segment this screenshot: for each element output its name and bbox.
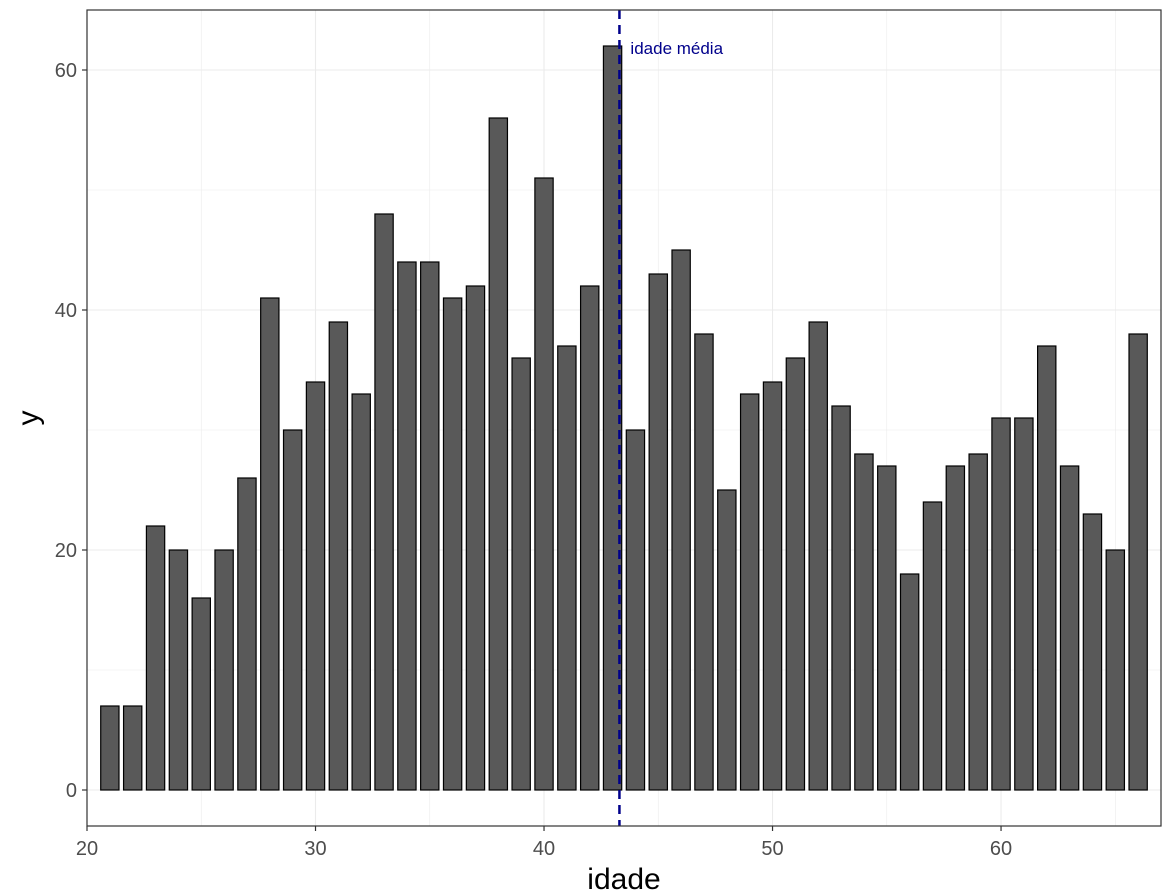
bar (168, 549, 189, 791)
bar (877, 465, 897, 791)
x-tick-label: 50 (761, 838, 783, 860)
bar (237, 477, 257, 791)
bar (785, 357, 806, 791)
bar (808, 321, 828, 791)
bar (1059, 465, 1080, 791)
bar (374, 213, 394, 791)
axes: 20 30 40 50 60 0 20 40 60 (55, 60, 1012, 860)
bar (282, 429, 303, 791)
bar (328, 321, 349, 791)
bar (602, 45, 623, 791)
bar (351, 393, 371, 791)
bar (831, 405, 851, 791)
bar (488, 117, 509, 791)
bar (465, 285, 486, 791)
y-axis-title: y (12, 411, 45, 426)
bar (991, 417, 1011, 791)
x-tick-label: 30 (304, 838, 326, 860)
reference-line-group: idade média (618, 10, 724, 826)
y-tick-label: 60 (55, 60, 77, 82)
mean-age-label: idade média (630, 39, 723, 58)
bar (1037, 345, 1057, 791)
bar (739, 393, 760, 791)
bar (1128, 333, 1148, 791)
bar (420, 261, 440, 791)
bar (511, 357, 531, 791)
bar (1014, 417, 1034, 791)
bar (671, 249, 691, 791)
bar (648, 273, 669, 791)
x-tick-label: 40 (533, 838, 555, 860)
bar (854, 453, 874, 791)
bar (579, 285, 600, 791)
bar (968, 453, 988, 791)
bar (397, 261, 417, 791)
y-tick-label: 0 (66, 780, 77, 802)
y-tick-label: 20 (55, 540, 77, 562)
bar (717, 489, 737, 791)
bar (557, 345, 577, 791)
bar (1105, 549, 1126, 791)
x-axis-title: idade (587, 863, 660, 896)
bar (260, 297, 280, 791)
bar (694, 333, 714, 791)
bar (100, 705, 120, 791)
bar (442, 297, 463, 791)
bar (922, 501, 943, 791)
bar (122, 705, 143, 791)
x-tick-label: 60 (990, 838, 1012, 860)
bar (145, 525, 166, 791)
bar (945, 465, 966, 791)
bar (625, 429, 646, 791)
bar (534, 177, 554, 791)
bar (762, 381, 783, 791)
bars (100, 45, 1148, 791)
bar (214, 549, 234, 791)
panel-border (86, 9, 1162, 827)
bar (305, 381, 326, 791)
y-tick-label: 40 (55, 300, 77, 322)
bar (191, 597, 211, 791)
x-tick-label: 20 (76, 838, 98, 860)
bar (1082, 513, 1103, 791)
bar (899, 573, 920, 791)
